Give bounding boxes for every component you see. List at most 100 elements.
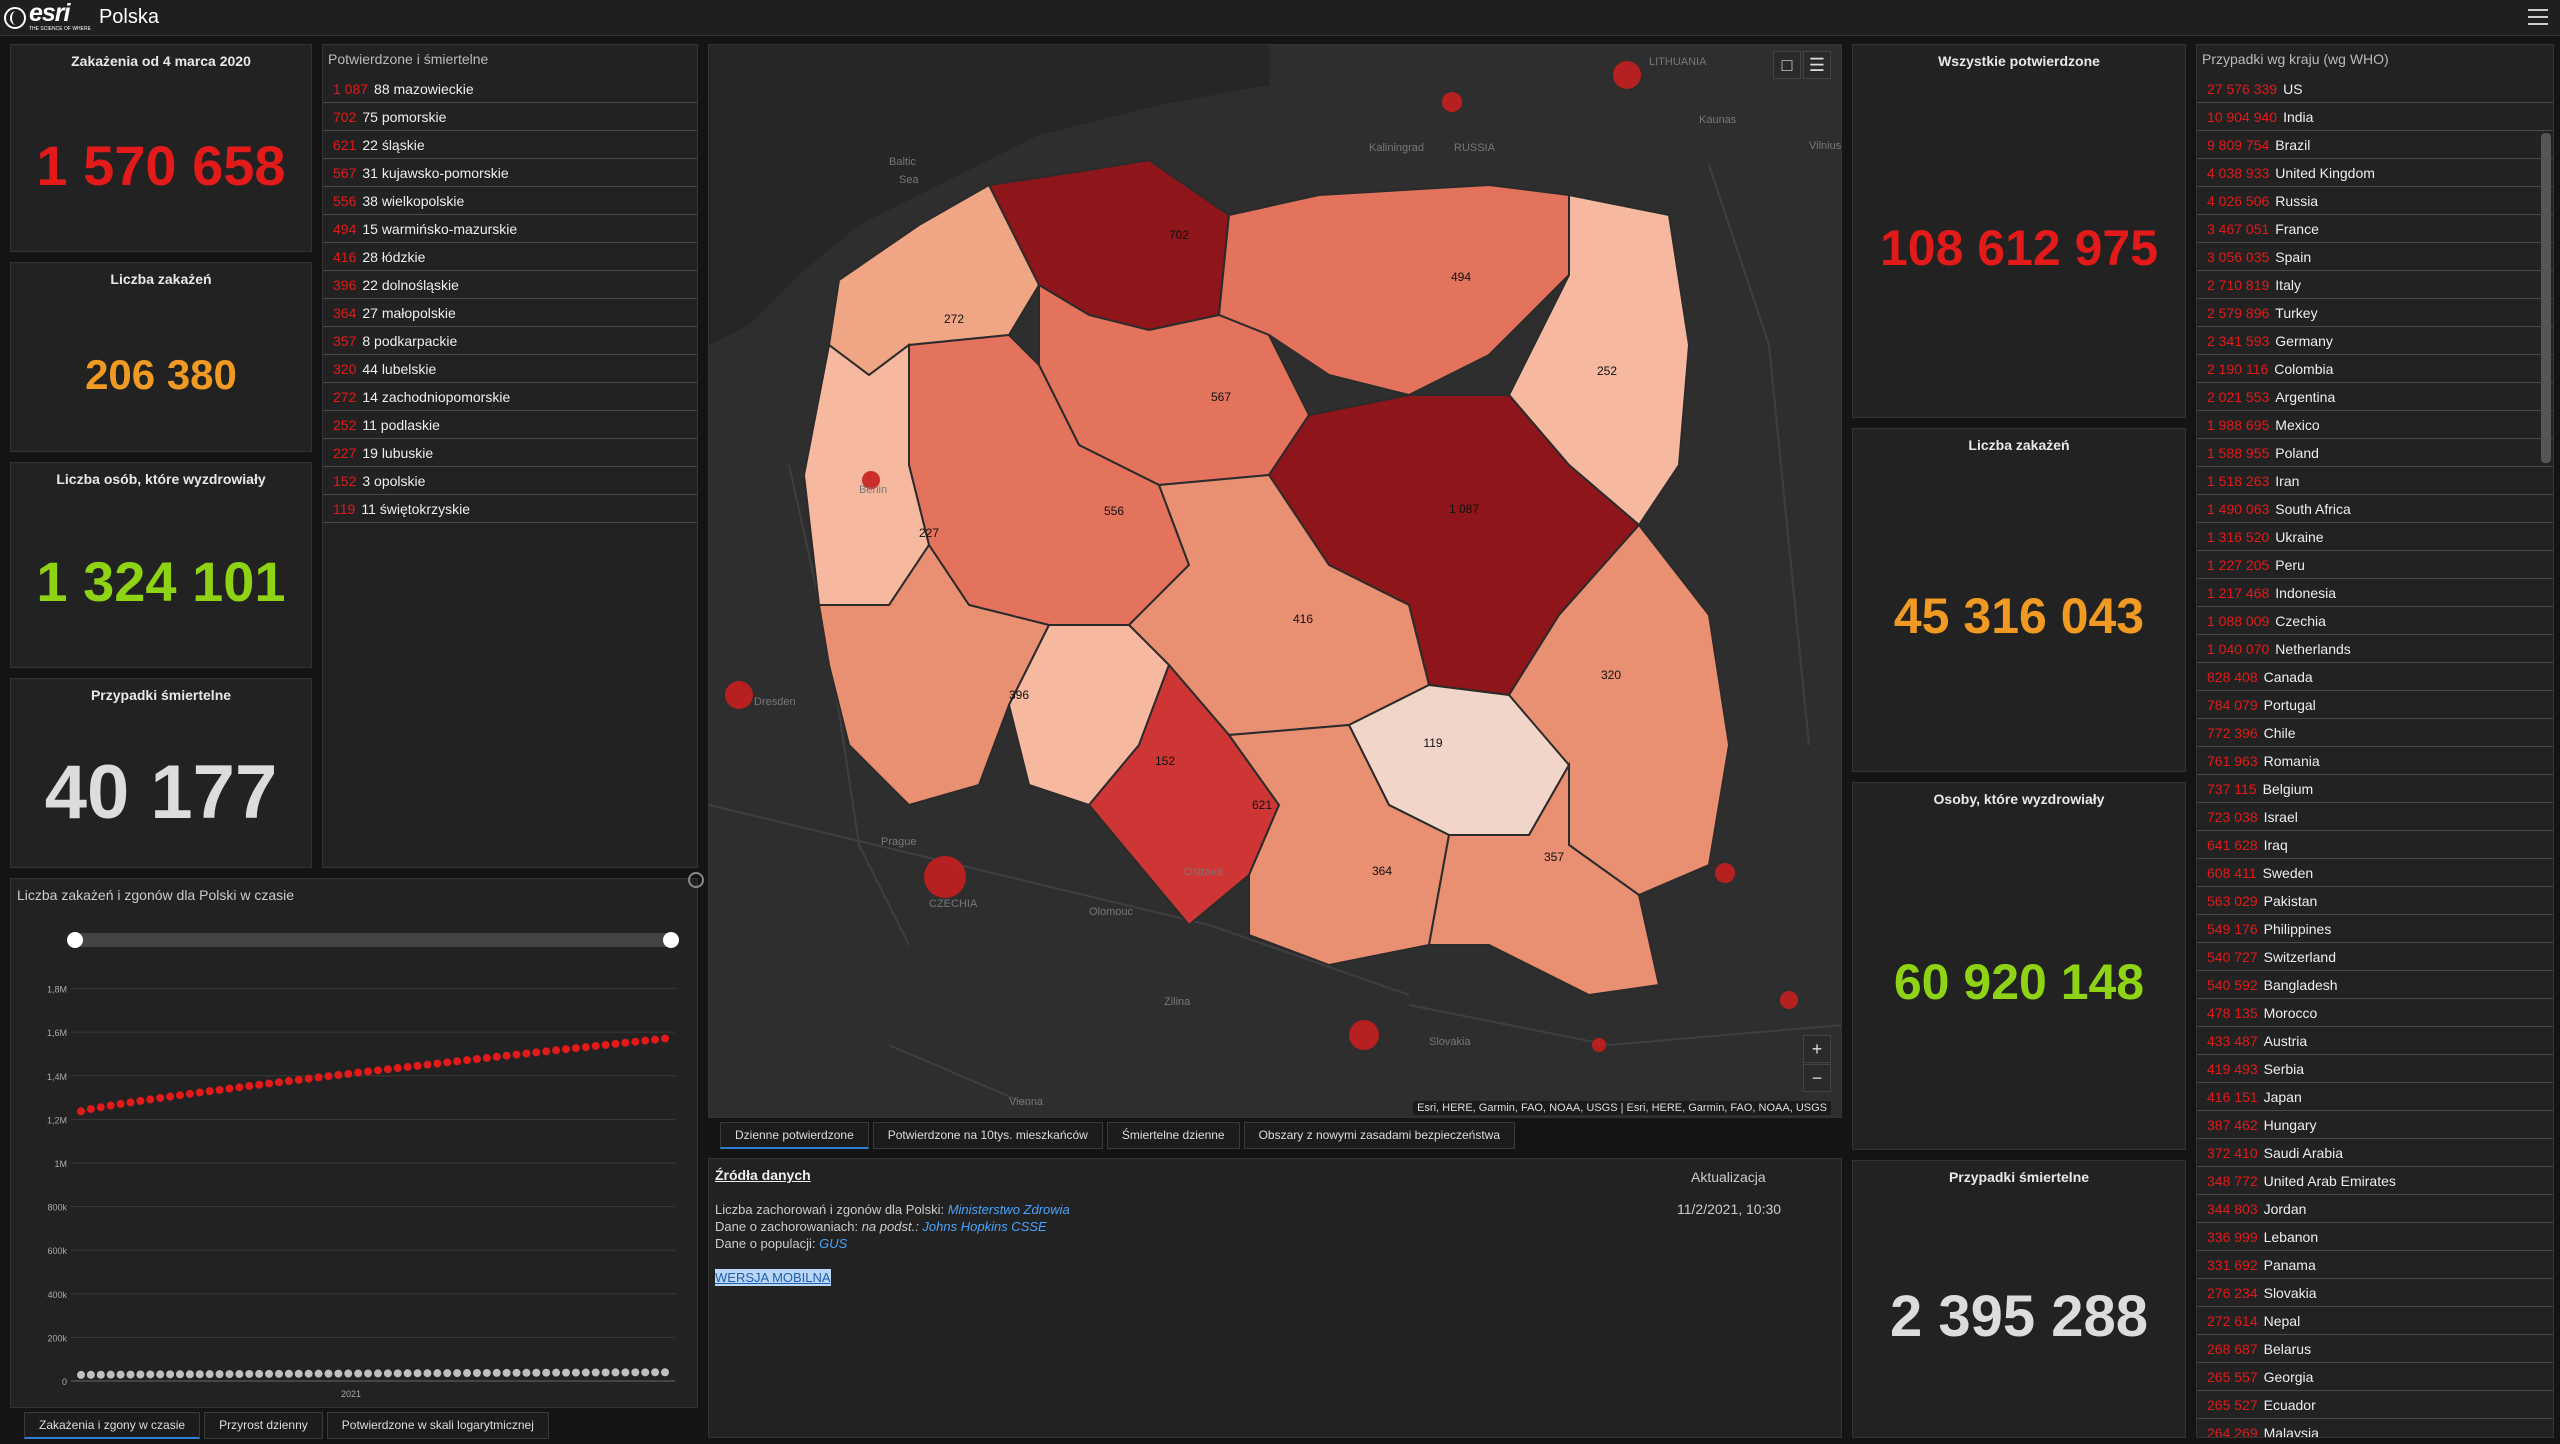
- countries-scrollbar[interactable]: [2541, 133, 2551, 463]
- map-tab[interactable]: Śmiertelne dzienne: [1106, 1122, 1240, 1149]
- source-link-ministry[interactable]: Ministerstwo Zdrowia: [947, 1202, 1070, 1217]
- country-row[interactable]: 723 038 Israel: [2197, 803, 2553, 831]
- country-row[interactable]: 2 710 819 Italy: [2197, 271, 2553, 299]
- country-row[interactable]: 27 576 339 US: [2197, 75, 2553, 103]
- country-row[interactable]: 10 904 940 India: [2197, 103, 2553, 131]
- region-row[interactable]: 556 38 wielkopolskie: [323, 187, 697, 215]
- source-link-gus[interactable]: GUS: [819, 1236, 848, 1251]
- country-row[interactable]: 641 628 Iraq: [2197, 831, 2553, 859]
- zoom-out-button[interactable]: −: [1803, 1064, 1831, 1092]
- map-tab[interactable]: Obszary z nowymi zasadami bezpieczeństwa: [1243, 1122, 1516, 1149]
- map-tab[interactable]: Dzienne potwierdzone: [720, 1122, 869, 1149]
- country-row[interactable]: 1 518 263 Iran: [2197, 467, 2553, 495]
- region-row[interactable]: 320 44 lubelskie: [323, 355, 697, 383]
- country-row[interactable]: 1 988 695 Mexico: [2197, 411, 2553, 439]
- country-row[interactable]: 784 079 Portugal: [2197, 691, 2553, 719]
- series-infections-point: [433, 1059, 442, 1068]
- country-row[interactable]: 2 579 896 Turkey: [2197, 299, 2553, 327]
- country-row[interactable]: 264 269 Malaysia: [2197, 1419, 2553, 1438]
- country-row[interactable]: 372 410 Saudi Arabia: [2197, 1139, 2553, 1167]
- country-row[interactable]: 2 190 116 Colombia: [2197, 355, 2553, 383]
- country-row[interactable]: 433 487 Austria: [2197, 1027, 2553, 1055]
- country-row[interactable]: 761 963 Romania: [2197, 747, 2553, 775]
- region-row[interactable]: 252 11 podlaskie: [323, 411, 697, 439]
- country-row[interactable]: 540 727 Switzerland: [2197, 943, 2553, 971]
- region-row[interactable]: 357 8 podkarpackie: [323, 327, 697, 355]
- country-row[interactable]: 549 176 Philippines: [2197, 915, 2553, 943]
- country-row[interactable]: 1 588 955 Poland: [2197, 439, 2553, 467]
- country-row[interactable]: 608 411 Sweden: [2197, 859, 2553, 887]
- chart-tab[interactable]: Przyrost dzienny: [204, 1412, 323, 1439]
- country-row[interactable]: 265 527 Ecuador: [2197, 1391, 2553, 1419]
- zoom-in-button[interactable]: +: [1803, 1035, 1831, 1063]
- map-label: 152: [1155, 754, 1175, 768]
- region-row[interactable]: 416 28 łódzkie: [323, 243, 697, 271]
- region-name: 22 dolnośląskie: [362, 276, 459, 293]
- region-row[interactable]: 1 087 88 mazowieckie: [323, 75, 697, 103]
- country-row[interactable]: 2 021 553 Argentina: [2197, 383, 2553, 411]
- country-row[interactable]: 772 396 Chile: [2197, 719, 2553, 747]
- country-row[interactable]: 348 772 United Arab Emirates: [2197, 1167, 2553, 1195]
- legend-icon[interactable]: ☰: [1803, 51, 1831, 79]
- region-name: 44 lubelskie: [362, 360, 437, 377]
- country-row[interactable]: 478 135 Morocco: [2197, 999, 2553, 1027]
- country-row[interactable]: 9 809 754 Brazil: [2197, 131, 2553, 159]
- country-row[interactable]: 737 115 Belgium: [2197, 775, 2553, 803]
- chart-tab[interactable]: Zakażenia i zgony w czasie: [24, 1412, 201, 1439]
- region-row[interactable]: 152 3 opolskie: [323, 467, 697, 495]
- country-row[interactable]: 272 614 Nepal: [2197, 1307, 2553, 1335]
- country-row[interactable]: 265 557 Georgia: [2197, 1363, 2553, 1391]
- country-row[interactable]: 419 493 Serbia: [2197, 1055, 2553, 1083]
- country-name: Iran: [2275, 472, 2300, 489]
- series-infections-point: [284, 1077, 293, 1086]
- region-row[interactable]: 494 15 warmińsko-mazurskie: [323, 215, 697, 243]
- region-row[interactable]: 567 31 kujawsko-pomorskie: [323, 159, 697, 187]
- map-label: 227: [919, 526, 939, 540]
- country-row[interactable]: 4 038 933 United Kingdom: [2197, 159, 2553, 187]
- country-row[interactable]: 1 040 070 Netherlands: [2197, 635, 2553, 663]
- country-row[interactable]: 563 029 Pakistan: [2197, 887, 2553, 915]
- country-name: Turkey: [2275, 304, 2318, 321]
- region-row[interactable]: 396 22 dolnośląskie: [323, 271, 697, 299]
- country-row[interactable]: 1 490 063 South Africa: [2197, 495, 2553, 523]
- country-row[interactable]: 3 056 035 Spain: [2197, 243, 2553, 271]
- country-row[interactable]: 3 467 051 France: [2197, 215, 2553, 243]
- timeline-chart[interactable]: 0 200k 400k 600k 800k 1M 1,2M 1,4M 1,6M 1,8M 2021: [11, 901, 699, 1401]
- country-row[interactable]: 540 592 Bangladesh: [2197, 971, 2553, 999]
- source-link-jhu[interactable]: Johns Hopkins CSSE: [922, 1219, 1047, 1234]
- country-count: 1 518 263: [2207, 472, 2270, 489]
- expand-icon[interactable]: [688, 872, 704, 888]
- country-row[interactable]: 336 999 Lebanon: [2197, 1223, 2553, 1251]
- bookmark-icon[interactable]: □: [1773, 51, 1801, 79]
- country-row[interactable]: 1 217 468 Indonesia: [2197, 579, 2553, 607]
- map-tab[interactable]: Potwierdzone na 10tys. mieszkańców: [872, 1122, 1103, 1149]
- region-row[interactable]: 702 75 pomorskie: [323, 103, 697, 131]
- country-row[interactable]: 268 687 Belarus: [2197, 1335, 2553, 1363]
- country-row[interactable]: 1 316 520 Ukraine: [2197, 523, 2553, 551]
- country-row[interactable]: 331 692 Panama: [2197, 1251, 2553, 1279]
- region-row[interactable]: 364 27 małopolskie: [323, 299, 697, 327]
- country-row[interactable]: 416 151 Japan: [2197, 1083, 2553, 1111]
- chart-tab[interactable]: Potwierdzone w skali logarytmicznej: [326, 1412, 549, 1439]
- country-row[interactable]: 4 026 506 Russia: [2197, 187, 2553, 215]
- region-row[interactable]: 227 19 lubuskie: [323, 439, 697, 467]
- country-name: Canada: [2263, 668, 2313, 685]
- country-row[interactable]: 387 462 Hungary: [2197, 1111, 2553, 1139]
- country-row[interactable]: 828 408 Canada: [2197, 663, 2553, 691]
- country-row[interactable]: 344 803 Jordan: [2197, 1195, 2553, 1223]
- country-row[interactable]: 1 227 205 Peru: [2197, 551, 2553, 579]
- esri-logo[interactable]: esri THE SCIENCE OF WHERE: [4, 1, 91, 32]
- country-row[interactable]: 276 234 Slovakia: [2197, 1279, 2553, 1307]
- map-svg[interactable]: Baltic Sea Kaliningrad RUSSIA Kaunas Vilniu…: [709, 45, 1842, 1118]
- country-row[interactable]: 1 088 009 Czechia: [2197, 607, 2553, 635]
- region-row[interactable]: 621 22 śląskie: [323, 131, 697, 159]
- region-row[interactable]: 272 14 zachodniopomorskie: [323, 383, 697, 411]
- menu-icon[interactable]: [2528, 9, 2548, 25]
- country-row[interactable]: 2 341 593 Germany: [2197, 327, 2553, 355]
- region-row[interactable]: 119 11 świętokrzyskie: [323, 495, 697, 523]
- mobile-version-link[interactable]: WERSJA MOBILNA: [715, 1269, 831, 1286]
- source-note: na podst.:: [861, 1219, 923, 1234]
- map-panel[interactable]: Baltic Sea Kaliningrad RUSSIA Kaunas Vilniu…: [708, 44, 1842, 1118]
- countries-list[interactable]: 27 576 339 US 10 904 940 India 9 809 754 Braz…: [2197, 75, 2553, 1438]
- series-deaths-point: [542, 1368, 551, 1377]
